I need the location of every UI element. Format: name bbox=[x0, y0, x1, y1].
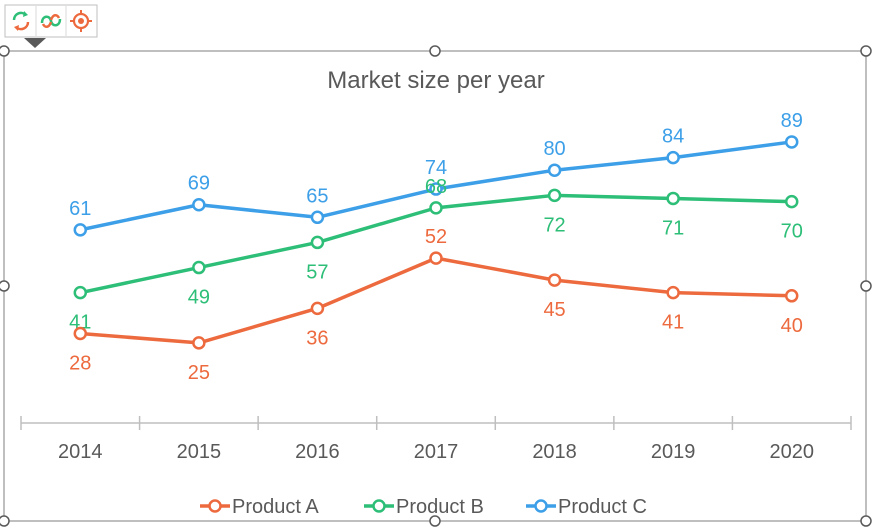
data-point bbox=[784, 194, 799, 209]
data-label: 49 bbox=[188, 287, 210, 309]
legend-swatch-marker bbox=[534, 499, 548, 513]
data-label: 70 bbox=[781, 221, 803, 243]
data-point bbox=[784, 135, 799, 149]
data-point bbox=[73, 285, 88, 300]
x-axis: 2014 2015 2016 2017 2018 2019 2020 bbox=[20, 416, 852, 463]
legend-label: Product A bbox=[232, 496, 319, 518]
data-label: 84 bbox=[662, 126, 684, 148]
data-label: 36 bbox=[306, 327, 328, 349]
legend: Product A Product B Product C bbox=[200, 496, 647, 518]
legend-item[interactable]: Product B bbox=[364, 496, 484, 518]
data-point bbox=[192, 336, 206, 350]
data-point bbox=[429, 201, 443, 215]
data-point bbox=[547, 188, 562, 203]
legend-swatch-marker bbox=[208, 499, 222, 513]
data-point bbox=[429, 182, 443, 196]
x-tick-label: 2017 bbox=[414, 441, 459, 463]
x-tick-label: 2014 bbox=[58, 441, 103, 463]
data-label: 25 bbox=[188, 362, 210, 384]
series-product-a: 28 25 36 52 45 41 40 bbox=[69, 226, 803, 384]
data-label: 69 bbox=[188, 173, 210, 195]
link-icon[interactable] bbox=[40, 14, 62, 28]
resize-handle-right[interactable] bbox=[860, 280, 872, 292]
data-label: 52 bbox=[425, 226, 447, 248]
x-tick-label: 2019 bbox=[651, 441, 696, 463]
data-label: 41 bbox=[662, 312, 684, 334]
resize-handle-top-left[interactable] bbox=[0, 45, 10, 57]
resize-handle-top[interactable] bbox=[429, 45, 441, 57]
data-label: 41 bbox=[69, 312, 91, 334]
data-label: 57 bbox=[306, 261, 328, 283]
legend-item[interactable]: Product A bbox=[200, 496, 319, 518]
x-tick-label: 2020 bbox=[769, 441, 814, 463]
legend-label: Product C bbox=[558, 496, 647, 518]
data-label: 74 bbox=[425, 157, 447, 179]
data-point bbox=[429, 251, 443, 265]
data-label: 89 bbox=[781, 110, 803, 132]
legend-item[interactable]: Product C bbox=[526, 496, 647, 518]
data-point bbox=[666, 191, 680, 206]
data-point bbox=[666, 285, 680, 300]
data-label: 71 bbox=[662, 217, 684, 239]
data-label: 45 bbox=[543, 299, 565, 321]
data-label: 72 bbox=[543, 214, 565, 236]
data-label: 65 bbox=[306, 185, 328, 207]
series-product-b: 41 49 57 68 72 71 70 bbox=[69, 176, 803, 334]
data-point bbox=[73, 223, 88, 237]
chart-title: Market size per year bbox=[327, 67, 544, 94]
data-point bbox=[192, 260, 206, 275]
data-point bbox=[784, 289, 799, 303]
resize-handle-bottom[interactable] bbox=[429, 515, 441, 527]
data-label: 68 bbox=[425, 176, 447, 198]
x-tick-label: 2018 bbox=[532, 441, 577, 463]
series-product-c: 61 69 65 74 80 84 89 bbox=[69, 110, 803, 237]
data-label: 61 bbox=[69, 198, 91, 220]
data-point bbox=[666, 150, 680, 165]
refresh-icon[interactable] bbox=[12, 11, 30, 31]
data-label: 80 bbox=[543, 138, 565, 160]
data-point bbox=[310, 301, 325, 316]
chart-toolbar bbox=[4, 4, 98, 48]
resize-handle-left[interactable] bbox=[0, 280, 10, 292]
data-point bbox=[547, 163, 562, 177]
data-label: 28 bbox=[69, 352, 91, 374]
resize-handles[interactable] bbox=[0, 45, 872, 527]
data-label: 40 bbox=[781, 315, 803, 337]
data-point bbox=[310, 235, 325, 250]
resize-handle-top-right[interactable] bbox=[860, 45, 872, 57]
data-point bbox=[73, 326, 88, 341]
data-point bbox=[547, 273, 562, 287]
resize-handle-bottom-right[interactable] bbox=[860, 515, 872, 527]
legend-swatch-marker bbox=[372, 499, 386, 513]
legend-label: Product B bbox=[396, 496, 484, 518]
data-point bbox=[310, 210, 325, 225]
target-icon[interactable] bbox=[70, 10, 92, 32]
x-tick-label: 2016 bbox=[295, 441, 340, 463]
toolbar-pointer-icon bbox=[24, 38, 46, 48]
data-point bbox=[192, 197, 206, 212]
resize-handle-bottom-left[interactable] bbox=[0, 515, 10, 527]
x-tick-label: 2015 bbox=[177, 441, 222, 463]
